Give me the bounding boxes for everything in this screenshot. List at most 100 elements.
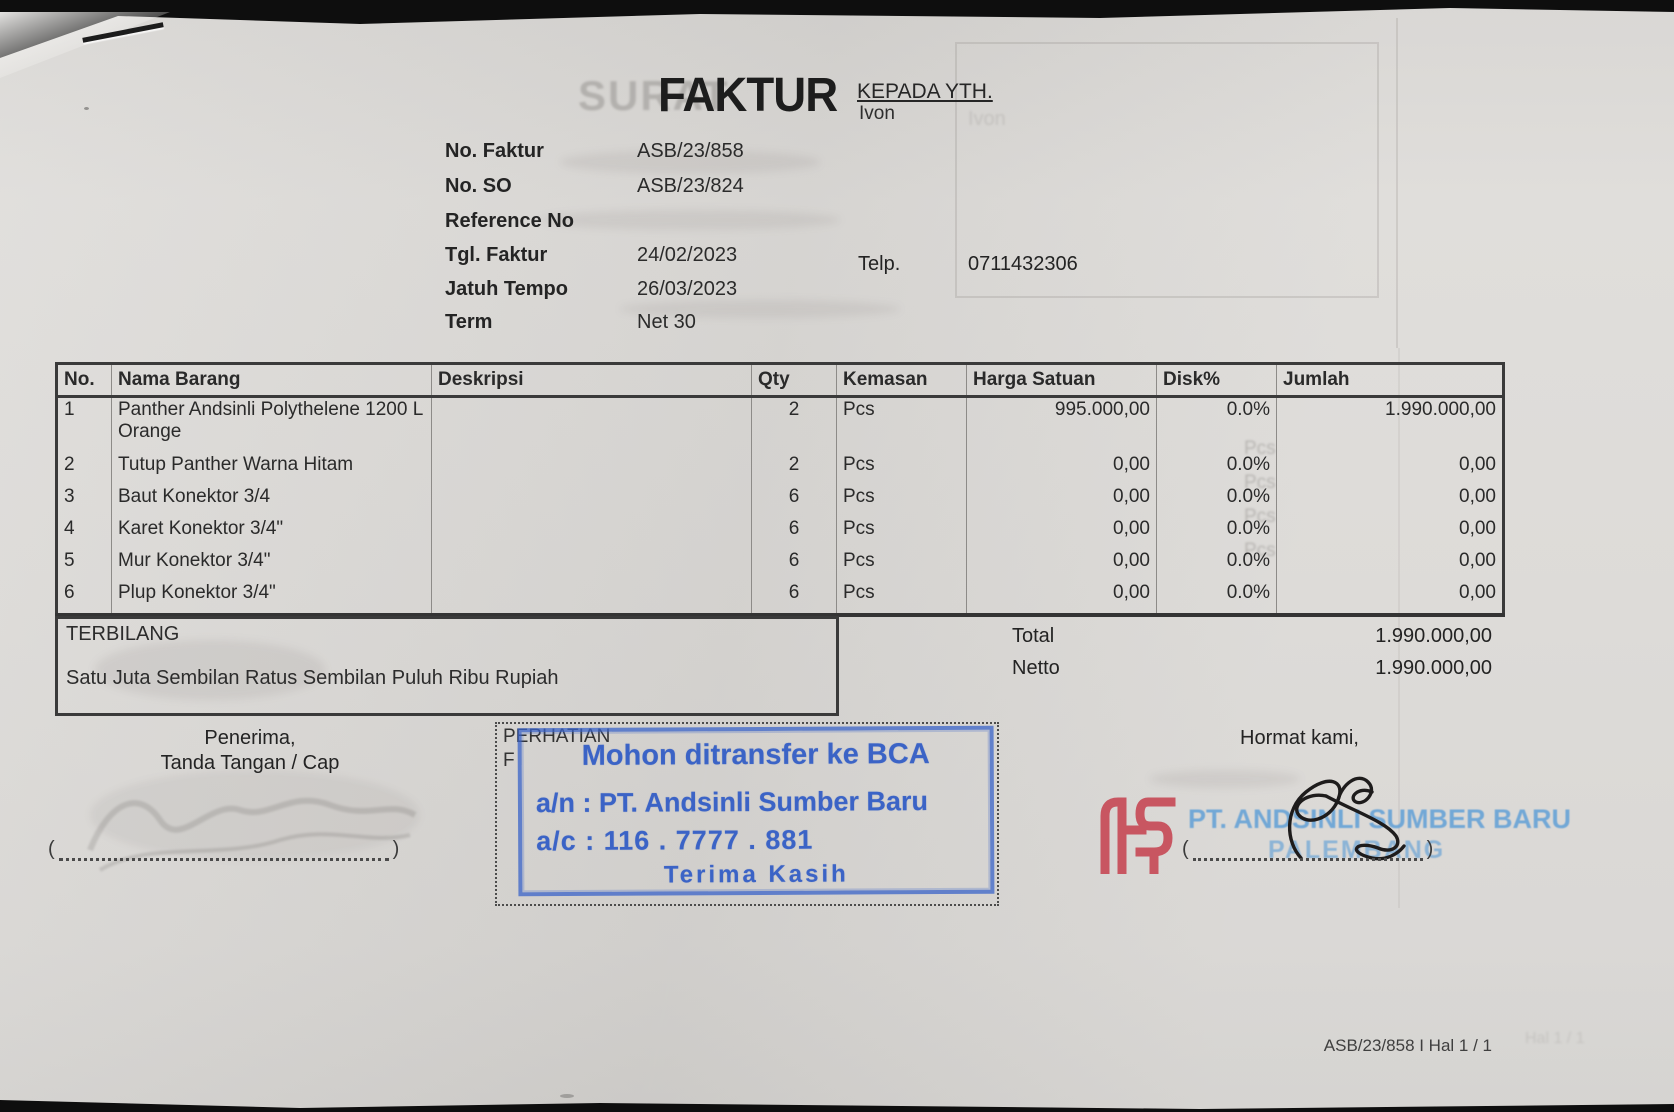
cell-nama: Tutup Panther Warna Hitam [111,452,432,485]
meta-value: 24/02/2023 [637,244,738,266]
ghost-box [955,42,1379,298]
meta-label: Reference No [445,210,574,232]
scan-noise [84,107,89,110]
col-kemasan: Kemasan [836,362,967,398]
paren-close: ) [392,838,400,860]
company-logo [1100,797,1176,874]
cell-no: 6 [55,580,112,617]
table-row: 1 Panther Andsinli Polythelene 1200 L Or… [55,396,1505,453]
cell-jumlah: 1.990.000,00 [1276,396,1505,453]
meta-value: 26/03/2023 [637,278,738,300]
table-row: 2 Tutup Panther Warna Hitam 2 Pcs 0,00 0… [55,452,1505,485]
table-row: 4 Karet Konektor 3/4" 6 Pcs 0,00 0.0% 0,… [55,516,1505,549]
table-row: 5 Mur Konektor 3/4" 6 Pcs 0,00 0.0% 0,00 [55,548,1505,581]
cell-nama: Plup Konektor 3/4" [111,580,432,617]
col-no: No. [55,362,112,398]
bleed-smudge [95,640,325,700]
scan-noise [560,1094,574,1098]
cell-disk: 0.0% [1156,484,1277,517]
cell-kemasan: Pcs [836,516,967,549]
meta-label: Term [445,311,493,333]
cell-jumlah: 0,00 [1276,484,1505,517]
table-header-row: No. Nama Barang Deskripsi Qty Kemasan Ha… [55,362,1505,398]
dotted-rule [58,844,389,861]
cell-nama: Baut Konektor 3/4 [111,484,432,517]
netto-label: Netto [1012,657,1060,679]
cell-harga: 995.000,00 [966,396,1157,453]
netto-value: 1.990.000,00 [1375,657,1492,679]
cell-kemasan: Pcs [836,396,967,453]
cell-nama: Panther Andsinli Polythelene 1200 L Oran… [111,396,432,453]
col-deskripsi: Deskripsi [431,362,752,398]
cell-harga: 0,00 [966,516,1157,549]
cell-no: 3 [55,484,112,517]
cell-harga: 0,00 [966,580,1157,617]
perhatian-label: PERHATIAN [503,726,611,747]
meta-value: Net 30 [637,311,696,333]
perhatian-f: F [503,750,515,771]
penerima-label: Penerima, [204,727,296,749]
cell-jumlah: 0,00 [1276,516,1505,549]
fold-line [1396,18,1398,348]
cell-no: 4 [55,516,112,549]
terbilang-box: TERBILANG Satu Juta Sembilan Ratus Sembi… [55,616,839,716]
col-jumlah: Jumlah [1276,362,1505,398]
cell-no: 5 [55,548,112,581]
bleed-smudge [90,770,420,860]
tanda-tangan-label: Tanda Tangan / Cap [160,752,340,774]
stamp-line1: Mohon ditransfer ke BCA [581,738,930,772]
paren-open: ( [1182,838,1189,860]
cell-harga: 0,00 [966,452,1157,485]
company-stamp-name: PT. ANDSINLI SUMBER BARU [1188,804,1572,834]
cell-no: 1 [55,396,112,453]
cell-qty: 6 [751,484,837,517]
cell-harga: 0,00 [966,484,1157,517]
cell-jumlah: 0,00 [1276,548,1505,581]
signature-line-left: ( ) [48,838,399,861]
bleed-smudge [1150,770,1300,788]
col-disk: Disk% [1156,362,1277,398]
terbilang-text: Satu Juta Sembilan Ratus Sembilan Puluh … [66,667,559,689]
cell-no: 2 [55,452,112,485]
table-row: 3 Baut Konektor 3/4 6 Pcs 0,00 0.0% 0,00 [55,484,1505,517]
ghost-reverse-text: Ivon [968,108,1006,130]
cell-jumlah: 0,00 [1276,580,1505,617]
telp-label: Telp. [858,253,901,275]
cell-deskripsi [431,396,752,453]
total-value: 1.990.000,00 [1375,625,1492,647]
cell-qty: 6 [751,548,837,581]
cell-nama: Mur Konektor 3/4" [111,548,432,581]
stamp-line4: Terima Kasih [663,860,849,889]
fold-line [1398,348,1400,908]
col-harga-satuan: Harga Satuan [966,362,1157,398]
cell-kemasan: Pcs [836,484,967,517]
cell-kemasan: Pcs [836,548,967,581]
telp-value: 0711432306 [968,253,1078,275]
col-qty: Qty [751,362,837,398]
col-nama-barang: Nama Barang [111,362,432,398]
cell-deskripsi [431,484,752,517]
meta-label: No. SO [445,175,512,197]
cell-kemasan: Pcs [836,580,967,617]
paren-close: ) [1426,838,1434,860]
cell-qty: 6 [751,580,837,617]
cell-disk: 0.0% [1156,580,1277,617]
total-label: Total [1012,625,1055,647]
cell-disk: 0.0% [1156,396,1277,453]
paren-open: ( [48,838,55,860]
meta-value: ASB/23/824 [637,175,744,197]
cell-deskripsi [431,548,752,581]
hormat-kami-label: Hormat kami, [1240,727,1359,749]
bleed-smudge [540,210,840,230]
cell-kemasan: Pcs [836,452,967,485]
terbilang-label: TERBILANG [66,623,180,645]
cell-harga: 0,00 [966,548,1157,581]
meta-label: Tgl. Faktur [445,244,548,266]
bleed-smudge [620,300,900,318]
cell-nama: Karet Konektor 3/4" [111,516,432,549]
cell-deskripsi [431,516,752,549]
page-reference: ASB/23/858 I Hal 1 / 1 [1323,1036,1492,1055]
kepada-label: KEPADA YTH. [857,80,993,103]
signature-line-right: ( ) [1182,838,1433,861]
